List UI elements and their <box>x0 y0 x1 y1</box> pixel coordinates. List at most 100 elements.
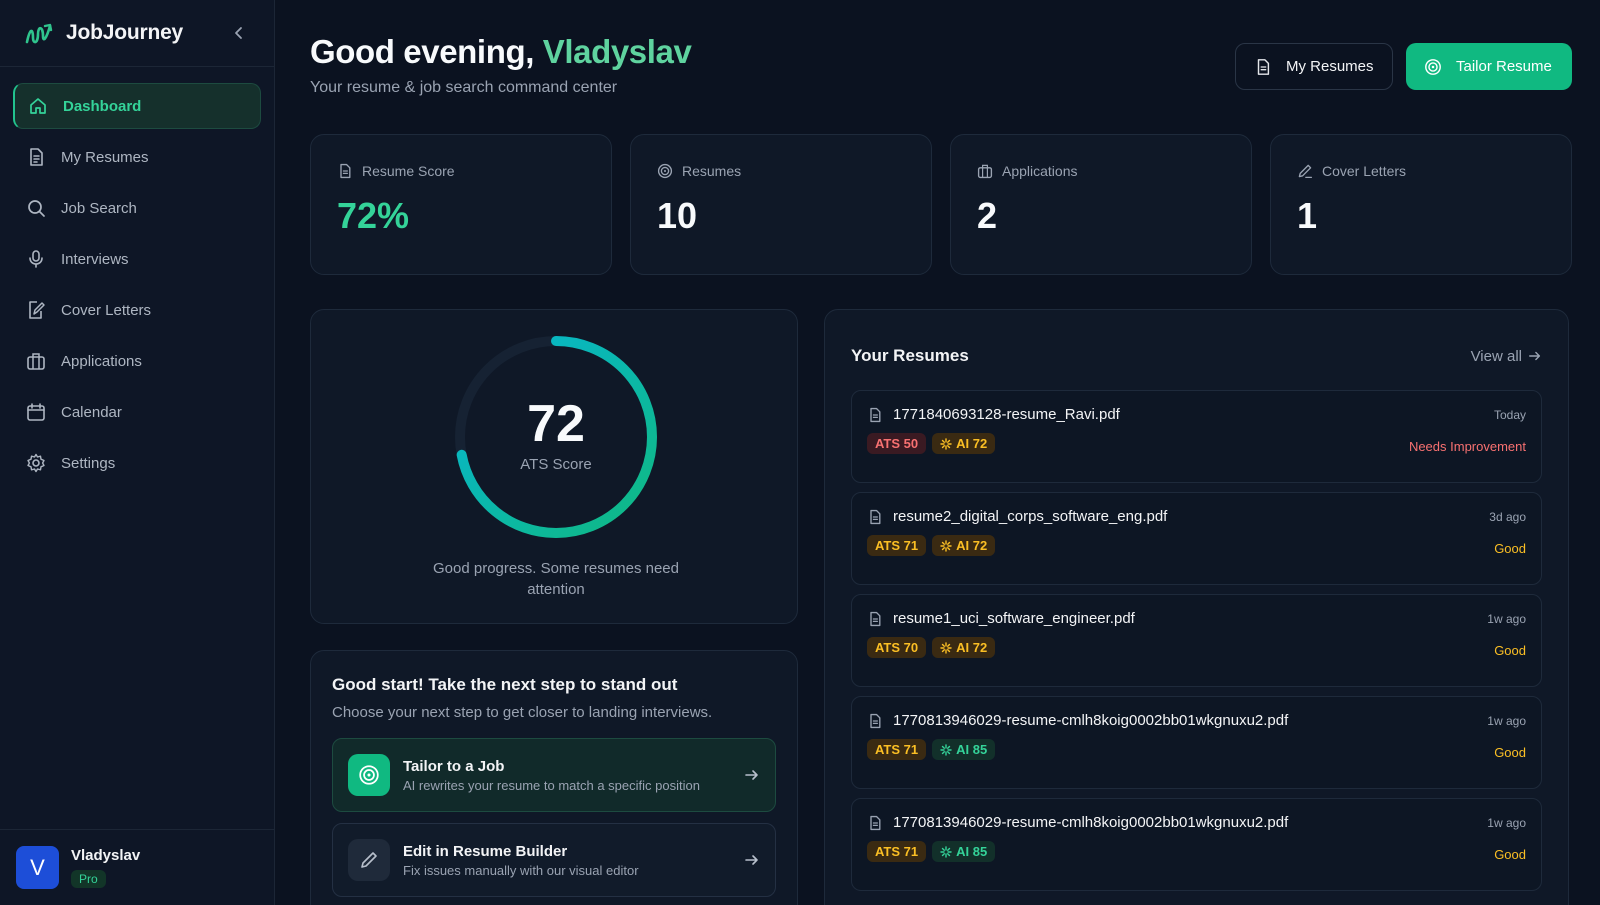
logo-icon <box>25 23 53 44</box>
page-subtitle: Your resume & job search command center <box>310 79 618 96</box>
arrow-right-icon <box>745 855 758 865</box>
ats-score-message: Good progress. Some resumes need attenti… <box>433 560 679 598</box>
resume-badges: ATS 70 AI 72 <box>867 637 1526 658</box>
brand-header: JobJourney <box>0 0 274 67</box>
resume-list-item[interactable]: 1771840693128-resume_Ravi.pdf Today ATS 50… <box>851 390 1542 483</box>
page-header: Good evening, Vladyslav Your resume & jo… <box>310 0 1572 131</box>
resume-file-name: 1770813946029-resume-cmlh8koig0002bb01wk… <box>893 712 1289 729</box>
resume-item-header: 1770813946029-resume-cmlh8koig0002bb01wk… <box>867 712 1526 729</box>
next-steps-subtitle: Choose your next step to get closer to l… <box>332 704 713 721</box>
resume-list-item[interactable]: 1770813946029-resume-cmlh8koig0002bb01wk… <box>851 798 1542 891</box>
sidebar-item-interviews[interactable]: Interviews <box>13 236 261 282</box>
sidebar-item-my-resumes[interactable]: My Resumes <box>13 134 261 180</box>
page-title: Good evening, Vladyslav <box>310 33 692 71</box>
sidebar-item-label: Job Search <box>61 199 137 217</box>
resumes-card-title: Your Resumes <box>851 346 969 365</box>
sidebar-item-label: My Resumes <box>61 148 149 166</box>
resume-item-header: 1770813946029-resume-cmlh8koig0002bb01wk… <box>867 814 1526 831</box>
tailor-to-job-action[interactable]: Tailor to a Job AI rewrites your resume … <box>332 738 776 812</box>
ai-score-text: AI 72 <box>956 436 988 451</box>
stat-label-text: Resume Score <box>362 163 455 179</box>
ats-score-text: ATS 70 <box>875 640 919 655</box>
stat-card-resume-score[interactable]: Resume Score 72% <box>310 134 612 275</box>
target-icon <box>348 754 390 796</box>
resume-date: 1w ago <box>1487 816 1526 830</box>
edit-document-icon <box>25 299 47 321</box>
sidebar-item-label: Settings <box>61 454 116 472</box>
ats-score-value: 72 <box>527 395 585 453</box>
brand-name: JobJourney <box>66 21 184 44</box>
resume-badges: ATS 71 AI 85 <box>867 739 1526 760</box>
ats-score-text: ATS 71 <box>875 844 919 859</box>
sidebar-item-label: Dashboard <box>63 97 142 115</box>
sidebar-item-settings[interactable]: Settings <box>13 440 261 486</box>
view-all-link[interactable]: View all <box>1471 348 1542 365</box>
ats-score-badge: ATS 50 <box>867 433 927 454</box>
stats-row: Resume Score 72% Resumes 10 Applications… <box>310 134 1572 275</box>
tailor-resume-button[interactable]: Tailor Resume <box>1406 43 1572 90</box>
stat-label-text: Applications <box>1002 163 1078 179</box>
sidebar-nav: Dashboard My Resumes Job Search Intervie… <box>0 67 274 507</box>
stat-label: Resumes <box>657 163 905 179</box>
sidebar-item-applications[interactable]: Applications <box>13 338 261 384</box>
my-resumes-button[interactable]: My Resumes <box>1235 43 1393 90</box>
sparkle-icon <box>940 641 952 654</box>
ats-score-ring <box>455 336 657 538</box>
resume-status: Good <box>1494 643 1526 658</box>
sidebar-item-dashboard[interactable]: Dashboard <box>13 83 261 129</box>
edit-resume-builder-action[interactable]: Edit in Resume Builder Fix issues manual… <box>332 823 776 897</box>
chevron-left-icon <box>235 27 242 39</box>
briefcase-icon <box>25 350 47 372</box>
document-icon <box>1254 58 1272 76</box>
ats-score-label: ATS Score <box>520 456 592 473</box>
avatar: V <box>16 846 59 889</box>
ai-score-badge: AI 85 <box>932 739 996 760</box>
user-profile[interactable]: V Vladyslav Pro <box>0 829 274 905</box>
resume-badges: ATS 71 AI 85 <box>867 841 1526 862</box>
ring-progress <box>455 336 657 538</box>
calendar-icon <box>25 401 47 423</box>
briefcase-icon <box>977 163 993 179</box>
search-icon <box>25 197 47 219</box>
collapse-sidebar-button[interactable] <box>228 22 250 44</box>
resumes-card-header: Your Resumes View all <box>851 346 1542 366</box>
resume-item-header: resume2_digital_corps_software_eng.pdf <box>867 508 1526 525</box>
resume-item-header: 1771840693128-resume_Ravi.pdf <box>867 406 1526 423</box>
resume-status: Needs Improvement <box>1408 439 1526 454</box>
left-column: 72 ATS Score Good progress. Some resumes… <box>310 309 798 905</box>
stat-label-text: Cover Letters <box>1322 163 1407 179</box>
stat-card-cover-letters[interactable]: Cover Letters 1 <box>1270 134 1572 275</box>
stat-value: 72% <box>337 195 410 236</box>
ats-score-text: ATS 71 <box>875 742 919 757</box>
tailor-resume-label: Tailor Resume <box>1456 58 1552 75</box>
stat-label: Applications <box>977 163 1225 179</box>
resume-status: Good <box>1494 541 1526 556</box>
gear-icon <box>25 452 47 474</box>
sidebar-item-job-search[interactable]: Job Search <box>13 185 261 231</box>
stat-card-resumes[interactable]: Resumes 10 <box>630 134 932 275</box>
resume-list-item[interactable]: resume2_digital_corps_software_eng.pdf 3d… <box>851 492 1542 585</box>
sidebar-item-label: Interviews <box>61 250 129 268</box>
resume-list-item[interactable]: resume1_uci_software_engineer.pdf 1w ago A… <box>851 594 1542 687</box>
ai-score-text: AI 85 <box>956 742 988 757</box>
view-all-label: View all <box>1470 347 1522 365</box>
ai-score-badge: AI 72 <box>932 433 996 454</box>
sparkle-icon <box>940 539 952 552</box>
sidebar: JobJourney Dashboard My Resumes <box>0 0 275 905</box>
sidebar-item-calendar[interactable]: Calendar <box>13 389 261 435</box>
target-icon <box>657 163 673 179</box>
pen-icon <box>1297 163 1313 179</box>
ats-score-badge: ATS 71 <box>867 739 927 760</box>
resume-list-item[interactable]: 1770813946029-resume-cmlh8koig0002bb01wk… <box>851 696 1542 789</box>
stat-label: Cover Letters <box>1297 163 1545 179</box>
sidebar-item-cover-letters[interactable]: Cover Letters <box>13 287 261 333</box>
document-icon <box>867 407 883 423</box>
ats-score-text: ATS 50 <box>875 436 919 451</box>
resume-date: 3d ago <box>1489 510 1526 524</box>
stat-card-applications[interactable]: Applications 2 <box>950 134 1252 275</box>
resume-badges: ATS 50 AI 72 <box>867 433 1526 454</box>
arrow-right-icon <box>745 770 758 780</box>
ats-score-text: ATS 71 <box>875 538 919 553</box>
greeting-name: Vladyslav <box>542 33 692 70</box>
resume-date: Today <box>1493 408 1526 422</box>
